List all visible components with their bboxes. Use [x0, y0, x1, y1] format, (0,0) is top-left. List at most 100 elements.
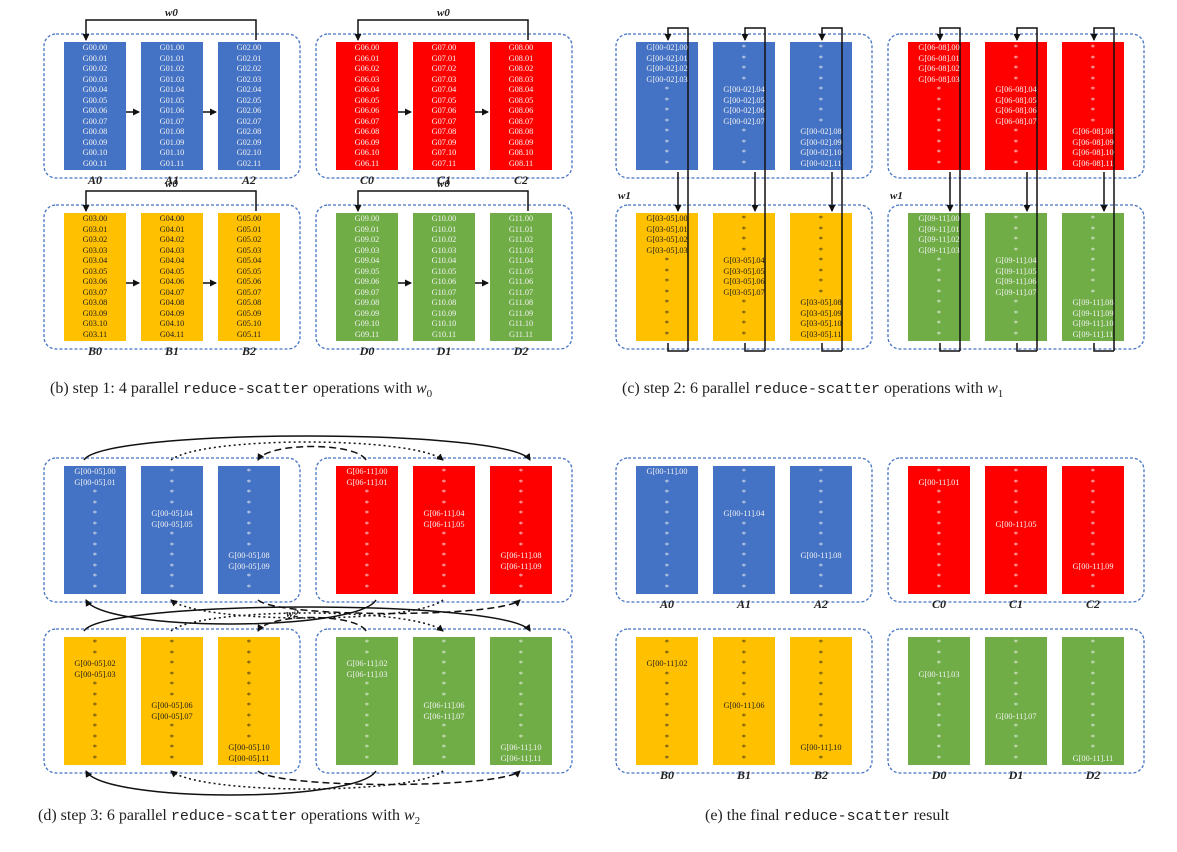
chunk-cell: G[09-11].11: [1072, 329, 1114, 339]
chunk-cell: *: [664, 753, 670, 763]
chunk-cell: *: [741, 329, 747, 339]
chunk-cell: *: [936, 277, 942, 287]
chunk-cell: *: [364, 540, 370, 550]
node-label-A1: A1: [736, 597, 751, 611]
chunk-cell: *: [92, 711, 98, 721]
chunk-cell: G[09-11].01: [918, 224, 960, 234]
chunk-cell: *: [441, 488, 447, 498]
chunk-cell: G06.08: [354, 127, 380, 137]
chunk-cell: G02.10: [236, 148, 262, 158]
chunk-cell: G03.07: [82, 287, 108, 297]
chunk-cell: G[00-05].00: [74, 467, 116, 477]
chunk-list-D0-step2: G[09-11].00 G[09-11].01 G[09-11].02 G[09-11…: [908, 213, 970, 341]
chunk-cell: *: [741, 308, 747, 318]
chunk-list-A2-step1: G02.00 G02.01 G02.02 G02.03 G02.04 G02.05 G02.…: [218, 42, 280, 170]
chunk-cell: G[09-11].00: [918, 214, 960, 224]
chunk-cell: *: [441, 659, 447, 669]
chunk-cell: *: [936, 116, 942, 126]
chunk-cell: *: [1013, 148, 1019, 158]
chunk-cell: *: [936, 701, 942, 711]
chunk-cell: G05.06: [236, 277, 262, 287]
chunk-cell: G07.04: [431, 85, 457, 95]
chunk-cell: *: [936, 551, 942, 561]
chunk-cell: *: [441, 572, 447, 582]
chunk-cell: *: [664, 530, 670, 540]
chunk-cell: G[00-11].06: [723, 701, 765, 711]
chunk-cell: *: [92, 732, 98, 742]
chunk-cell: *: [1090, 519, 1096, 529]
chunk-cell: *: [364, 701, 370, 711]
chunk-cell: *: [741, 519, 747, 529]
chunk-cell: *: [936, 572, 942, 582]
chunk-cell: *: [364, 680, 370, 690]
chunk-cell: *: [518, 530, 524, 540]
chunk-cell: G02.07: [236, 116, 262, 126]
chunk-cell: *: [741, 659, 747, 669]
chunk-cell: *: [1013, 743, 1019, 753]
chunk-cell: *: [741, 572, 747, 582]
chunk-cell: G05.10: [236, 319, 262, 329]
chunk-cell: G09.07: [354, 287, 380, 297]
chunk-cell: G03.03: [82, 245, 108, 255]
chunk-cell: G[00-02].01: [646, 53, 688, 63]
chunk-cell: G11.04: [508, 256, 534, 266]
chunk-cell: *: [1013, 298, 1019, 308]
node-label-D0: D0: [931, 768, 947, 782]
chunk-cell: G02.02: [236, 64, 262, 74]
chunk-list-A2-final: * * * * * * * * G[00-11].08 * * *: [790, 466, 852, 594]
chunk-cell: *: [818, 572, 824, 582]
chunk-cell: *: [1013, 732, 1019, 742]
node-column-A2-step1: [218, 42, 280, 170]
node-column-D2-final: [1062, 637, 1124, 765]
chunk-list-A0-final: G[00-11].00 * * * * * * * * * * *: [636, 466, 698, 594]
chunk-cell: G02.04: [236, 85, 262, 95]
chunk-cell: *: [246, 530, 252, 540]
chunk-cell: *: [664, 256, 670, 266]
chunk-cell: *: [246, 690, 252, 700]
chunk-cell: *: [246, 488, 252, 498]
chunk-cell: *: [936, 561, 942, 571]
chunk-cell: *: [818, 659, 824, 669]
chunk-cell: *: [936, 287, 942, 297]
chunk-cell: *: [664, 298, 670, 308]
node-label-A1: A1: [164, 173, 179, 187]
chunk-cell: *: [664, 277, 670, 287]
chunk-cell: *: [664, 743, 670, 753]
chunk-cell: G[06-08].02: [918, 64, 960, 74]
chunk-cell: G10.11: [431, 329, 457, 339]
node-column-C1-step1: [413, 42, 475, 170]
chunk-cell: *: [664, 638, 670, 648]
chunk-cell: *: [364, 519, 370, 529]
node-label-C0: C0: [931, 597, 946, 611]
chunk-cell: G03.01: [82, 224, 108, 234]
chunk-cell: G00.08: [82, 127, 108, 137]
chunk-cell: *: [518, 519, 524, 529]
chunk-cell: *: [1090, 732, 1096, 742]
chunk-cell: G11.01: [508, 224, 534, 234]
chunk-cell: *: [364, 648, 370, 658]
chunk-cell: G08.07: [508, 116, 534, 126]
chunk-cell: G02.00: [236, 43, 262, 53]
chunk-cell: G01.07: [159, 116, 185, 126]
chunk-cell: *: [1090, 722, 1096, 732]
chunk-cell: *: [664, 319, 670, 329]
chunk-cell: G[00-11].07: [995, 711, 1037, 721]
chunk-cell: *: [246, 638, 252, 648]
chunk-cell: *: [246, 722, 252, 732]
chunk-cell: *: [1013, 477, 1019, 487]
chunk-cell: *: [664, 561, 670, 571]
chunk-cell: *: [818, 519, 824, 529]
chunk-cell: G[00-02].08: [800, 127, 842, 137]
chunk-cell: G[00-02].09: [800, 137, 842, 147]
node-label-D2: D2: [513, 344, 529, 358]
chunk-cell: *: [664, 680, 670, 690]
chunk-cell: G08.02: [508, 64, 534, 74]
chunk-list-A1-step3: * * * * G[00-05].04 G[00-05].05 * * * * * *: [141, 466, 203, 594]
chunk-cell: *: [92, 743, 98, 753]
chunk-cell: *: [818, 85, 824, 95]
chunk-cell: *: [741, 690, 747, 700]
chunk-cell: *: [441, 638, 447, 648]
chunk-cell: *: [1013, 53, 1019, 63]
chunk-cell: G11.00: [508, 214, 534, 224]
chunk-cell: G00.05: [82, 95, 108, 105]
